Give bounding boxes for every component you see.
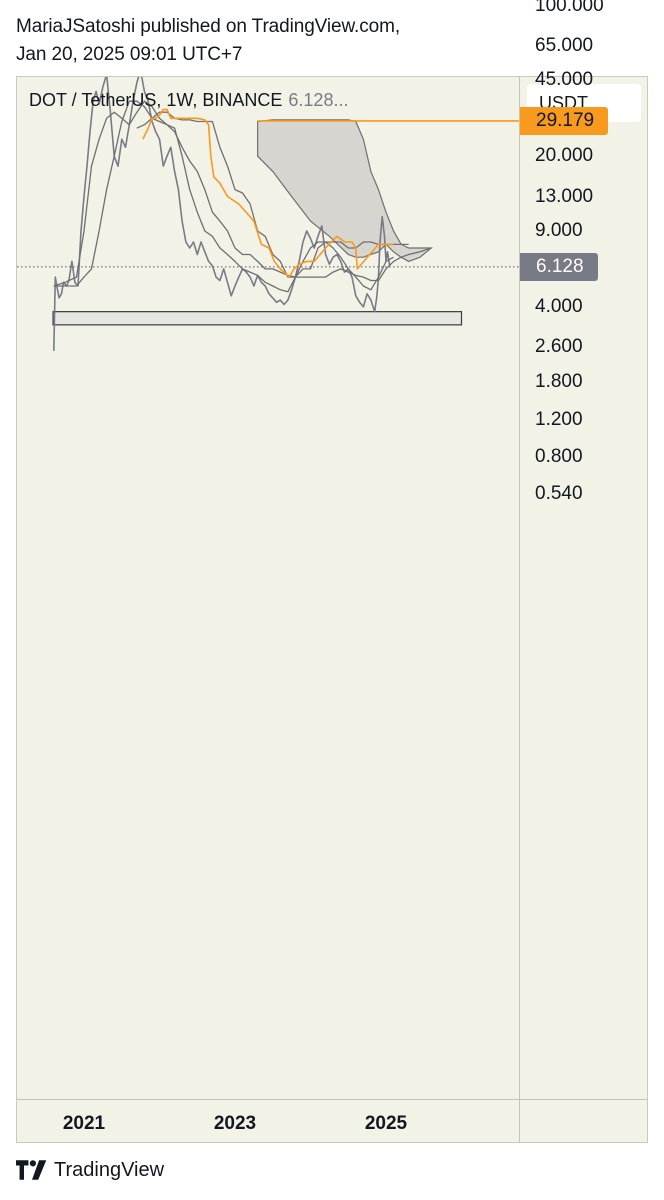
- y-tick-label: 20.000: [535, 145, 594, 167]
- last-value: 6.128...: [288, 90, 349, 110]
- y-tick-label: 4.000: [535, 295, 583, 317]
- last-price-label: 6.128: [520, 252, 598, 281]
- y-tick-label: 1.200: [535, 408, 583, 430]
- orange-line-0: [142, 108, 394, 278]
- brand-name: TradingView: [54, 1158, 165, 1181]
- symbol-title: DOT / TetherUS, 1W, BINANCE: [29, 90, 283, 110]
- y-tick-label: 2.600: [535, 336, 583, 358]
- y-tick-label: 9.000: [535, 219, 583, 241]
- y-tick-label: 65.000: [535, 34, 594, 56]
- y-tick-label: 0.800: [535, 446, 583, 468]
- publish-date: Jan 20, 2025 09:01 UTC+7: [16, 44, 243, 65]
- y-tick-label: 100.000: [535, 0, 604, 16]
- tradingview-logo-icon: [16, 1160, 47, 1180]
- price-series-line: [53, 77, 391, 351]
- price-chart[interactable]: [17, 77, 647, 1143]
- y-tick-label: 0.540: [535, 483, 583, 505]
- chart-frame[interactable]: DOT / TetherUS, 1W, BINANCE 6.128... USDT…: [16, 0, 648, 1143]
- ichimoku-line-3: [136, 111, 409, 278]
- tradingview-brand[interactable]: TradingView: [16, 1158, 164, 1182]
- x-tick-label: 2021: [62, 1113, 106, 1134]
- symbol-legend[interactable]: DOT / TetherUS, 1W, BINANCE 6.128...: [29, 90, 348, 111]
- price-axis-divider: [519, 77, 520, 1143]
- ichimoku-line-1: [53, 100, 394, 293]
- y-tick-label: 45.000: [535, 69, 594, 91]
- y-tick-label: 1.800: [535, 370, 583, 392]
- x-tick-label: 2023: [213, 1113, 257, 1134]
- y-tick-label: 13.000: [535, 185, 594, 207]
- support-zone: [52, 311, 463, 326]
- publisher-line: MariaJSatoshi published on TradingView.c…: [16, 16, 401, 37]
- x-tick-label: 2025: [364, 1113, 408, 1134]
- level-price-label: 29.179: [520, 106, 609, 135]
- ichimoku-line-2: [53, 100, 432, 287]
- ichimoku-cloud: [257, 119, 433, 263]
- plot-area: [17, 77, 519, 351]
- time-axis-divider: [17, 1099, 648, 1100]
